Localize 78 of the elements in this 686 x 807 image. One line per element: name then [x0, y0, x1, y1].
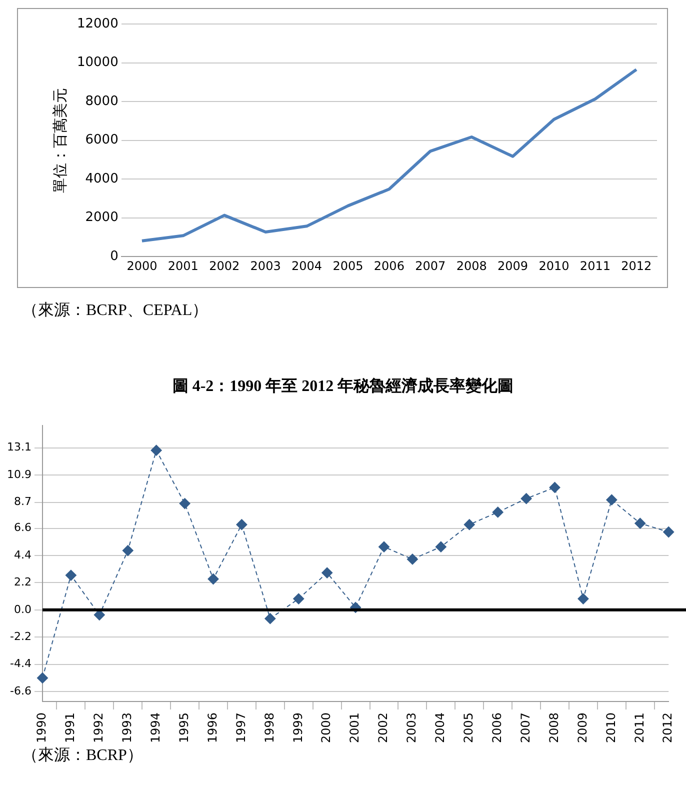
x-tick-label: 2000 [319, 712, 334, 744]
point [208, 573, 219, 584]
x-tick-label: 1992 [92, 712, 106, 744]
y-tick-label: 10.9 [6, 468, 32, 481]
x-tick-label: 2005 [462, 712, 476, 744]
x-tick-label: 2006 [374, 258, 404, 273]
x-tick-label: 2012 [660, 712, 675, 744]
y-tick-label: -6.6 [10, 684, 32, 698]
x-tick-label: 2008 [456, 258, 487, 273]
y-axis-title: 單位：百萬美元 [52, 88, 70, 193]
y-tick-label: -4.4 [10, 657, 32, 670]
x-tick-label: 1998 [262, 712, 276, 744]
point [122, 545, 134, 556]
x-tick-label: 2011 [632, 712, 646, 744]
x-tick-label: 2001 [348, 712, 362, 744]
y-tick-label: 8.7 [14, 495, 32, 508]
x-tick-label: 2009 [575, 712, 590, 744]
chart-title: 圖 4-2：1990 年至 2012 年秘魯經濟成長率變化圖 [171, 376, 515, 397]
x-tick-label: 2012 [621, 258, 652, 273]
point [464, 519, 475, 530]
y-tick-label: 13.1 [6, 440, 32, 454]
x-tick-label: 1995 [176, 712, 191, 744]
point [578, 593, 589, 604]
x-tick-label: 2005 [332, 258, 364, 273]
y-tick-label: 0 [110, 248, 118, 264]
y-tick-label: 10000 [76, 55, 118, 70]
point [492, 506, 504, 518]
x-tick-label: 2008 [546, 712, 561, 744]
x-tick-label: 1996 [205, 712, 220, 744]
y-tick-label: 6000 [85, 132, 118, 148]
x-tick-label: 1999 [290, 712, 305, 744]
x-tick-label: 2011 [580, 258, 610, 273]
x-tick-label: 2010 [604, 712, 618, 744]
point [549, 482, 560, 493]
y-tick-label: 2.2 [14, 576, 32, 589]
x-tick-label: 1993 [120, 712, 134, 744]
y-tick-label: 4.4 [14, 548, 32, 562]
x-tick-label: 2002 [376, 712, 390, 744]
x-tick-label: 1994 [148, 712, 162, 744]
x-tick-label: 2003 [404, 712, 419, 744]
x-tick-label: 2003 [250, 258, 281, 273]
y-tick-label: 2000 [85, 210, 118, 226]
x-tick-label: 2002 [209, 258, 240, 273]
y-tick-label: 0.0 [14, 602, 32, 616]
x-tick-label: 2001 [168, 258, 198, 273]
point [606, 494, 618, 506]
x-tick-label: 2010 [538, 258, 570, 273]
x-tick-label: 2007 [415, 258, 446, 273]
x-tick-label: 1991 [63, 712, 78, 744]
point [520, 493, 532, 504]
point [236, 519, 248, 530]
x-tick-label: 1990 [34, 712, 49, 744]
point [264, 613, 276, 624]
x-tick-label: 2007 [518, 712, 532, 744]
x-tick-label: 2000 [126, 258, 158, 273]
point [179, 498, 190, 510]
point [150, 444, 162, 456]
x-tick-label: 2004 [291, 258, 322, 273]
point [36, 672, 48, 684]
point [406, 554, 418, 565]
y-tick-label: 4000 [85, 171, 118, 186]
point [322, 567, 333, 578]
x-tick-label: 2006 [490, 712, 504, 744]
point [663, 526, 674, 538]
text: （來源：BCRP、CEPAL） [21, 300, 208, 321]
y-tick-label: 12000 [76, 16, 118, 32]
point [293, 593, 304, 604]
x-tick-label: 2004 [433, 712, 448, 744]
y-tick-label: 6.6 [14, 521, 32, 534]
y-tick-label: -2.2 [10, 630, 32, 643]
point [378, 541, 390, 552]
point [634, 518, 646, 529]
text: （來源：BCRP） [21, 746, 143, 766]
x-tick-label: 1997 [234, 712, 248, 744]
y-tick-label: 8000 [85, 94, 118, 109]
point [435, 541, 446, 552]
x-tick-label: 2009 [498, 258, 528, 273]
point [65, 570, 76, 581]
